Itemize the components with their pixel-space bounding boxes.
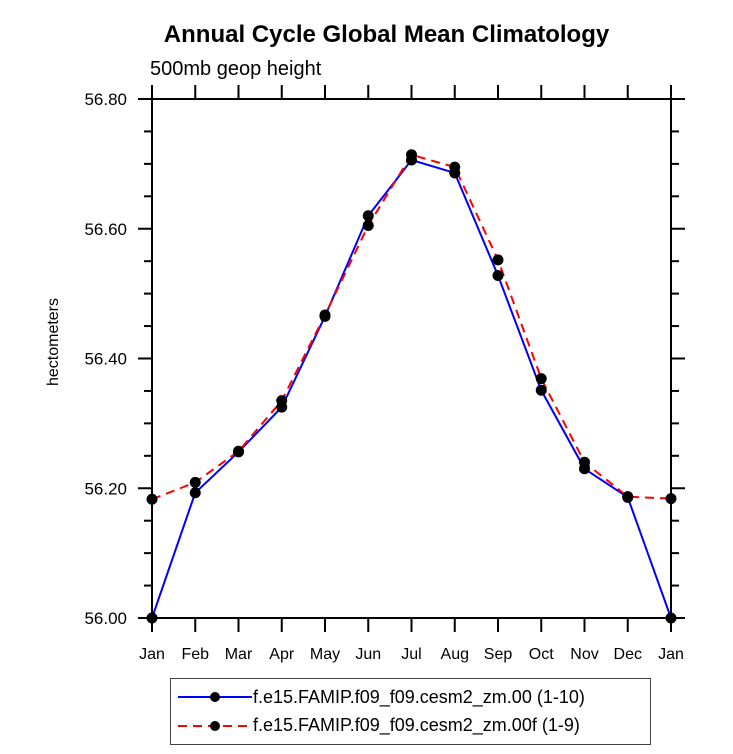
- x-tick-label: May: [310, 646, 340, 663]
- data-point-s1: [319, 309, 331, 321]
- data-point-s1: [492, 254, 504, 266]
- legend-marker-dot-icon: [210, 720, 220, 731]
- data-point-s1: [579, 456, 590, 468]
- x-tick-label: Dec: [614, 646, 642, 663]
- data-point-s1: [189, 476, 201, 488]
- data-point-s1: [449, 161, 461, 173]
- x-tick-label: Nov: [570, 646, 598, 663]
- data-point-s1: [146, 493, 158, 505]
- x-tick-label: Jan: [658, 646, 684, 663]
- series-line-1: [151, 153, 672, 501]
- series-line-0: [151, 158, 672, 619]
- legend-line-sample-solid: [178, 692, 252, 703]
- chart-subtitle: 500mb geop height: [150, 58, 322, 80]
- x-tick-label: Jan: [139, 646, 165, 663]
- data-point-s1: [406, 149, 417, 161]
- x-tick-label: Feb: [181, 646, 209, 663]
- x-tick-label: Aug: [441, 646, 469, 663]
- data-point-s0: [665, 612, 677, 624]
- y-axis-title: hectometers: [45, 297, 62, 387]
- y-tick-label: 56.80: [84, 90, 127, 109]
- legend-marker-dot-icon: [210, 692, 220, 703]
- chart-title: Annual Cycle Global Mean Climatology: [163, 21, 610, 48]
- data-point-s1: [622, 491, 634, 503]
- x-tick-label: Mar: [225, 646, 253, 663]
- x-tick-label: Sep: [484, 646, 513, 663]
- data-point-s0: [189, 487, 201, 499]
- data-point-s0: [492, 269, 504, 281]
- y-tick-label: 56.40: [84, 350, 127, 369]
- data-point-s0: [146, 612, 158, 624]
- legend-item-series-0: f.e15.FAMIP.f09_f09.cesm2_zm.00 (1-10): [177, 687, 650, 708]
- legend-label-series-1: f.e15.FAMIP.f09_f09.cesm2_zm.00f (1-9): [253, 715, 580, 736]
- data-point-s1: [233, 445, 244, 457]
- legend: f.e15.FAMIP.f09_f09.cesm2_zm.00 (1-10) f…: [170, 678, 651, 745]
- x-tick-label: Apr: [269, 646, 295, 663]
- legend-line-sample-dashed: [178, 720, 252, 731]
- data-point-s1: [665, 493, 677, 505]
- x-tick-label: Jun: [355, 646, 381, 663]
- data-point-s0: [362, 210, 374, 222]
- data-point-s1: [362, 220, 374, 232]
- y-tick-label: 56.00: [84, 609, 127, 628]
- legend-label-series-0: f.e15.FAMIP.f09_f09.cesm2_zm.00 (1-10): [253, 686, 585, 707]
- plot-frame: [151, 98, 672, 619]
- x-tick-label: Jul: [401, 646, 421, 663]
- legend-item-series-1: f.e15.FAMIP.f09_f09.cesm2_zm.00f (1-9): [177, 715, 650, 736]
- y-tick-label: 56.20: [84, 479, 127, 498]
- data-point-s1: [276, 395, 288, 407]
- data-point-s0: [535, 384, 547, 396]
- y-tick-label: 56.60: [84, 220, 127, 239]
- data-point-s1: [535, 373, 547, 385]
- x-tick-label: Oct: [529, 646, 554, 663]
